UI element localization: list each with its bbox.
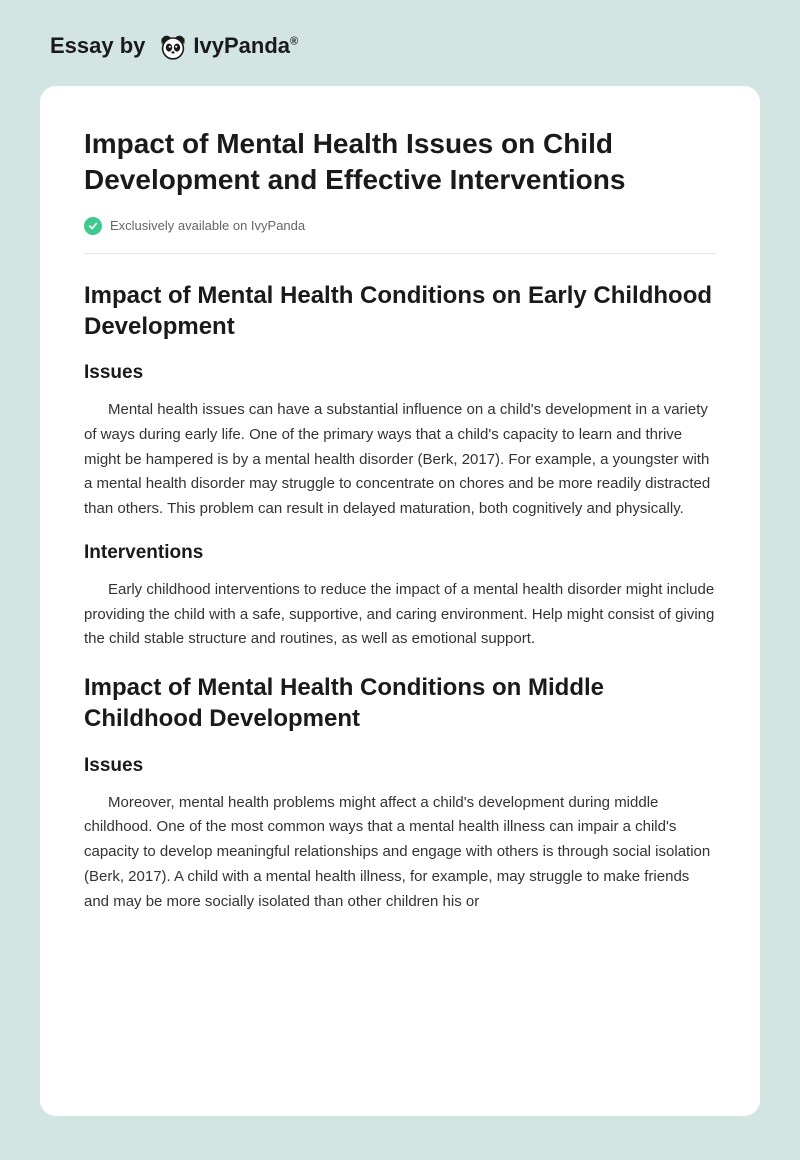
check-icon (84, 217, 102, 235)
page-title: Impact of Mental Health Issues on Child … (84, 126, 716, 199)
brand-logo: IvyPanda® (157, 30, 298, 62)
subsection-heading: Issues (84, 755, 716, 777)
body-paragraph: Moreover, mental health problems might a… (84, 791, 716, 915)
section-early-childhood: Impact of Mental Health Conditions on Ea… (84, 280, 716, 652)
ivypanda-icon (157, 30, 189, 62)
essay-by-label: Essay by (50, 33, 145, 59)
section-middle-childhood: Impact of Mental Health Conditions on Mi… (84, 672, 716, 914)
availability-badge: Exclusively available on IvyPanda (84, 217, 716, 254)
brand-name: IvyPanda® (193, 33, 298, 59)
section-heading: Impact of Mental Health Conditions on Mi… (84, 672, 716, 734)
badge-text: Exclusively available on IvyPanda (110, 218, 305, 233)
section-heading: Impact of Mental Health Conditions on Ea… (84, 280, 716, 342)
brand-header: Essay by IvyPanda® (40, 30, 760, 62)
subsection-heading: Interventions (84, 542, 716, 564)
brand-text: IvyPanda (193, 33, 290, 58)
essay-card: Impact of Mental Health Issues on Child … (40, 86, 760, 1116)
body-paragraph: Early childhood interventions to reduce … (84, 578, 716, 652)
body-paragraph: Mental health issues can have a substant… (84, 398, 716, 522)
brand-reg: ® (290, 36, 298, 48)
subsection-heading: Issues (84, 362, 716, 384)
